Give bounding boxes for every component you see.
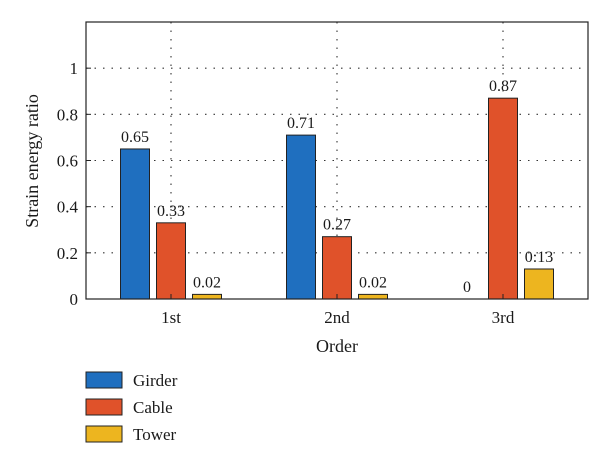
legend-swatch-girder — [85, 371, 123, 389]
legend-label-girder: Girder — [133, 371, 178, 390]
data-label: 0.33 — [157, 203, 185, 220]
bars — [120, 97, 554, 300]
y-tick-label: 0.4 — [57, 198, 79, 217]
data-label: 0.71 — [287, 115, 315, 132]
bar-tower-2nd — [358, 293, 388, 300]
legend-label-cable: Cable — [133, 398, 173, 417]
bar-tower-1st — [192, 293, 222, 300]
y-tick-label: 0.8 — [57, 105, 78, 124]
bar-cable-3rd — [488, 97, 518, 300]
y-axis-ticks: 0 0.2 0.4 0.6 0.8 1 — [57, 59, 91, 309]
data-label: 0.27 — [323, 217, 351, 234]
data-label: 0.02 — [359, 274, 387, 291]
x-axis-label: Order — [316, 336, 358, 356]
bar-girder-2nd — [286, 134, 316, 300]
x-tick-label: 3rd — [492, 308, 515, 327]
y-axis-label: Strain energy ratio — [22, 94, 42, 228]
data-label: 0.02 — [193, 274, 221, 291]
data-label: 0.87 — [489, 78, 517, 95]
data-labels: 0.65 0.33 0.02 0.71 0.27 0.02 0 0.87 0:13 — [121, 78, 553, 296]
bar-cable-2nd — [322, 236, 352, 300]
legend: Girder Cable Tower — [85, 371, 178, 444]
y-tick-label: 0.2 — [57, 244, 78, 263]
y-tick-label: 0 — [70, 290, 79, 309]
y-tick-label: 0.6 — [57, 152, 78, 171]
bar-tower-3rd — [524, 268, 554, 300]
bar-cable-1st — [156, 222, 186, 300]
y-tick-label: 1 — [70, 59, 79, 78]
legend-swatch-tower — [85, 425, 123, 443]
x-tick-label: 1st — [161, 308, 181, 327]
legend-swatch-cable — [85, 398, 123, 416]
data-label: 0 — [463, 279, 471, 296]
data-label: 0.65 — [121, 129, 149, 146]
x-axis-ticks: 1st 2nd 3rd — [161, 294, 515, 327]
bar-girder-1st — [120, 148, 150, 300]
data-label: 0:13 — [525, 249, 553, 266]
x-tick-label: 2nd — [324, 308, 350, 327]
legend-label-tower: Tower — [133, 425, 177, 444]
